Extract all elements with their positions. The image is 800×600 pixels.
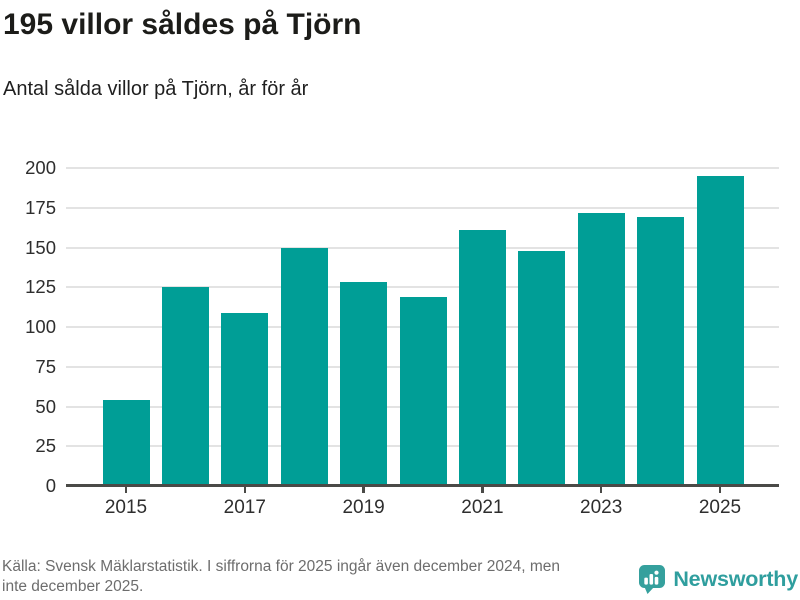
x-axis-tick <box>481 487 484 493</box>
y-axis-tick-label: 50 <box>35 395 56 417</box>
x-axis-tick <box>362 487 365 493</box>
x-axis-tick <box>599 487 603 493</box>
bar-2021 <box>458 230 506 486</box>
x-axis-tick-label: 2015 <box>104 497 148 518</box>
source-note-line2: inte december 2025. <box>2 578 144 595</box>
x-axis-tick-label: 2017 <box>223 497 266 518</box>
y-axis-tick-label: 0 <box>45 475 56 496</box>
y-axis-tick-label: 150 <box>25 236 56 258</box>
y-axis-tick-label: 75 <box>35 355 56 377</box>
y-axis-tick-label: 100 <box>25 316 56 337</box>
bar-2016 <box>161 287 209 486</box>
source-note-line1: Källa: Svensk Mäklarstatistik. I siffror… <box>2 558 560 575</box>
bar-2022 <box>518 250 566 486</box>
chart-title: 195 villor såldes på Tjörn <box>3 8 362 41</box>
y-axis-tick-label: 25 <box>35 435 56 457</box>
y-axis-tick-label: 175 <box>25 196 56 218</box>
source-note: Källa: Svensk Mäklarstatistik. I siffror… <box>2 557 560 597</box>
newsworthy-logo-text: Newsworthy <box>673 566 798 591</box>
x-axis-line <box>66 484 779 487</box>
x-axis-tick <box>243 487 247 493</box>
bar-2024 <box>637 217 685 486</box>
bar-2020 <box>399 296 447 486</box>
x-axis-tick-label: 2021 <box>461 497 504 518</box>
x-axis-tick-label: 2019 <box>342 497 385 518</box>
gridline-200 <box>66 167 779 169</box>
bar-2015 <box>102 400 150 486</box>
newsworthy-logo-icon <box>639 565 666 594</box>
gridline-125 <box>66 286 779 289</box>
gridline-150 <box>66 246 779 249</box>
newsworthy-logo: Newsworthy <box>638 562 798 596</box>
bar-2023 <box>577 212 625 486</box>
bar-2025 <box>696 175 744 486</box>
bar-2018 <box>280 247 328 486</box>
x-axis-tick-label: 2025 <box>698 497 742 518</box>
gridline-175 <box>66 206 779 209</box>
x-axis-tick <box>718 487 722 493</box>
y-axis-tick-label: 200 <box>25 157 56 178</box>
y-axis-tick-label: 125 <box>25 276 56 298</box>
bar-2019 <box>340 282 388 486</box>
x-axis-tick-label: 2023 <box>580 497 623 518</box>
bar-2017 <box>221 312 269 486</box>
chart-subtitle: Antal sålda villor på Tjörn, år för år <box>3 78 309 100</box>
x-axis-tick <box>124 487 128 493</box>
